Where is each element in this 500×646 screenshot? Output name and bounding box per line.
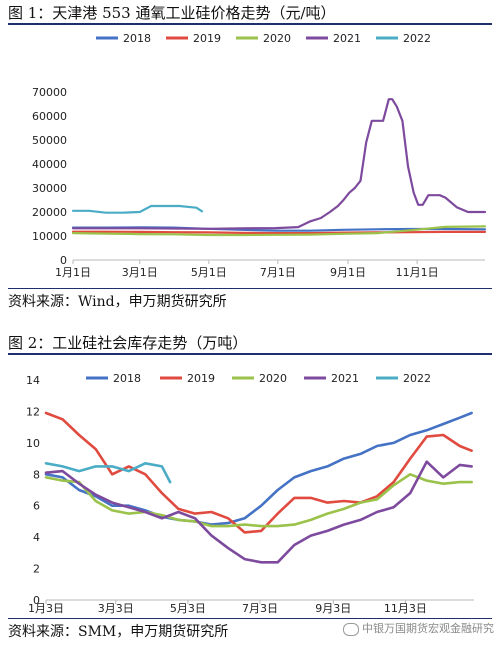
y-tick-label: 50000 [32,134,67,147]
y-tick-label: 4 [33,531,40,544]
series-line-2018 [44,411,473,526]
figure2-top-rule [8,353,492,355]
figure2-bottom-rule [8,618,492,619]
x-tick-label: 7月3日 [242,602,278,615]
wechat-icon [343,622,359,636]
legend-label-2019: 2019 [187,372,215,385]
legend-label-2020: 2020 [263,32,291,45]
y-tick-label: 14 [26,374,40,387]
figure2-source: 资料来源：SMM，申万期货研究所 [8,624,229,640]
y-tick-label: 10000 [32,230,67,243]
y-tick-label: 0 [33,594,40,607]
figure1-bottom-rule [8,288,492,289]
series-line-2019 [44,411,473,534]
x-tick-label: 1月1日 [55,266,91,279]
x-tick-label: 11月1日 [396,266,439,279]
y-tick-label: 6 [33,500,40,513]
figure1-top-rule [8,23,492,25]
legend-label-2021: 2021 [331,372,359,385]
series-line-2022 [44,462,172,484]
x-tick-label: 5月3日 [170,602,206,615]
watermark: 中银万国期货宏观金融研究 [343,620,494,636]
legend-label-2022: 2022 [403,372,431,385]
price-chart: 0 10000 20000 30000 40000 50000 60000 70000 1月1日… [32,32,487,279]
series-line-2021 [71,98,487,230]
legend-label-2018: 2018 [123,32,151,45]
inventory-chart: 0 2 4 6 8 10 12 14 1月3日 3月3日 5月3日 7月3日 9月3日 11月3日 2018… [26,372,474,615]
series-line-2022 [71,204,204,214]
series-line-2020 [44,473,473,528]
y-tick-label: 20000 [32,206,67,219]
y-tick-label: 40000 [32,158,67,171]
x-tick-label: 1月3日 [28,602,64,615]
legend-label-2021: 2021 [333,32,361,45]
series-line-2019 [71,230,487,235]
series-line-2021 [44,460,473,564]
x-tick-label: 9月1日 [330,266,366,279]
x-tick-label: 9月3日 [315,602,351,615]
y-tick-label: 10 [26,437,40,450]
y-tick-label: 70000 [32,86,67,99]
legend-label-2022: 2022 [403,32,431,45]
x-tick-label: 3月1日 [122,266,158,279]
y-tick-label: 2 [33,563,40,576]
legend-label-2018: 2018 [113,372,141,385]
watermark-text: 中银万国期货宏观金融研究 [362,622,494,635]
x-tick-label: 3月3日 [98,602,134,615]
y-tick-label: 30000 [32,182,67,195]
x-tick-label: 5月1日 [191,266,227,279]
legend-label-2019: 2019 [193,32,221,45]
figure1-source: 资料来源：Wind，申万期货研究所 [8,294,227,310]
x-tick-label: 11月3日 [384,602,427,615]
series-line-2020 [71,225,487,237]
x-tick-label: 7月1日 [260,266,296,279]
y-tick-label: 0 [60,254,67,267]
y-tick-label: 60000 [32,110,67,123]
legend-label-2020: 2020 [259,372,287,385]
figure2-title: 图 2：工业硅社会库存走势（万吨） [8,334,248,352]
figure1-title: 图 1：天津港 553 通氧工业硅价格走势（元/吨） [8,4,336,22]
y-tick-label: 8 [33,468,40,481]
y-tick-label: 12 [26,405,40,418]
